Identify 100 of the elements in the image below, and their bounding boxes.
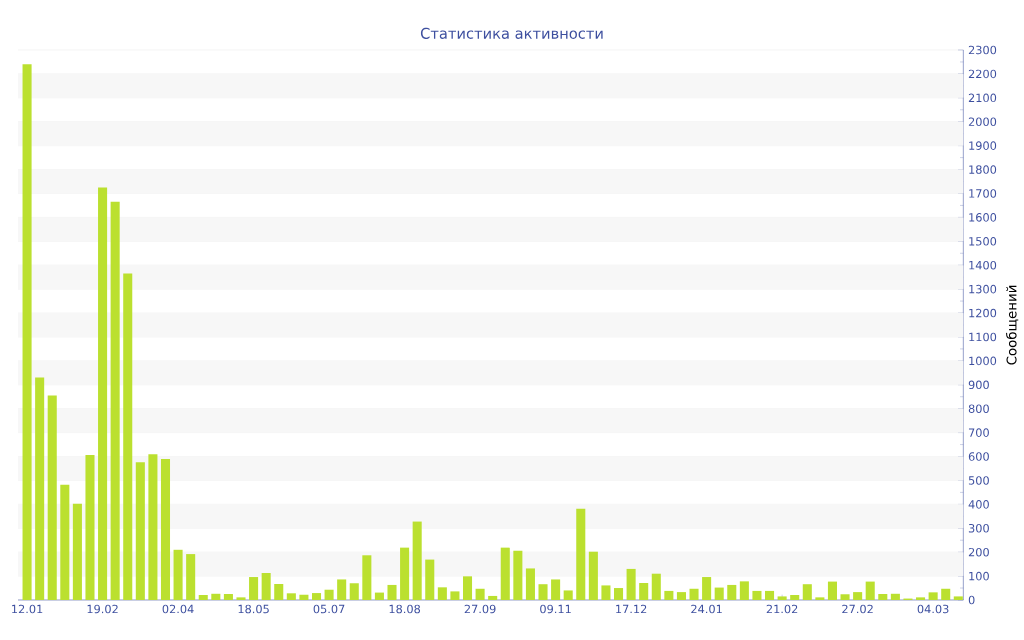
bar [827,581,837,600]
x-tick-label: 21.02 [766,604,798,614]
bar [513,550,523,600]
x-tick-label: 05.07 [313,604,345,614]
bar [374,592,384,600]
bar [525,568,535,600]
bar [702,577,712,600]
bar [98,187,108,600]
bar [865,581,875,600]
bar [450,591,460,600]
bar [160,458,171,600]
bar [349,583,359,600]
bar [223,594,233,600]
y-tick-label: 1400 [969,260,997,270]
y-tick-label: 100 [969,571,989,581]
y-tick-label: 500 [968,476,989,485]
y-tick-label: 800 [968,404,989,413]
bar [576,508,586,600]
y-tick-label: 900 [968,380,989,390]
x-tick-label: 02.04 [162,604,194,614]
bar [211,593,221,600]
bar [299,594,309,600]
bar [60,484,70,600]
x-tick-label: 12.01 [12,604,43,614]
bar [551,579,561,600]
bar [475,588,485,600]
bar [337,579,347,600]
bar [727,584,737,600]
bar [790,594,800,600]
x-tick-label: 18.08 [389,604,421,614]
y-tick-label: 1600 [969,213,997,222]
bar [123,273,133,600]
y-tick-label: 1100 [969,332,997,342]
bar [110,201,120,600]
y-tick-label: 400 [968,500,989,509]
y-tick-label: 0 [968,595,975,605]
bar [953,596,963,600]
bar [664,590,674,600]
bar [148,454,158,600]
bar [425,559,435,600]
bar [173,549,183,600]
bar [765,590,775,600]
x-tick-label: 09.11 [540,604,571,614]
y-tick-label: 700 [968,428,989,437]
bar [840,594,850,600]
bar [286,593,296,600]
y-tick-label: 1700 [969,189,997,198]
chart-title: Статистика активности [420,27,603,39]
bar [890,593,900,600]
bar [651,573,661,600]
bar [261,572,271,600]
y-axis-title: Сообщений [1006,285,1019,365]
bar [815,597,825,600]
bar [676,592,686,600]
x-tick-label: 24.01 [691,604,722,614]
bar [878,594,888,600]
x-tick-label: 17.12 [616,604,647,614]
bar [626,568,636,600]
bar [639,583,649,600]
y-tick-label: 1800 [969,165,997,174]
bar [488,595,498,600]
bar [752,590,762,600]
bar [853,592,863,600]
x-tick-label: 18.05 [238,604,269,614]
bar [387,584,397,600]
bar [437,587,447,600]
bar [35,377,45,600]
y-tick-label: 2100 [968,93,997,103]
bar [412,521,422,600]
bar [400,547,410,600]
bar [739,581,749,600]
bar [538,584,548,600]
bar [135,462,145,600]
bar [249,577,259,600]
bar [802,584,812,600]
bar [588,551,598,600]
bar [47,395,57,600]
bar [198,594,208,600]
bar [928,592,938,600]
bar [714,587,724,600]
y-tick-label: 1200 [969,308,997,318]
bar [22,64,32,600]
bar [186,554,196,600]
bar [941,588,951,600]
y-tick-label: 1500 [969,237,997,246]
bar [614,588,624,600]
bar [274,583,284,600]
bar [462,576,473,600]
y-tick-label: 2200 [968,69,997,79]
y-tick-label: 200 [968,547,989,557]
bar [563,590,573,600]
y-tick-label: 600 [968,452,989,461]
bar [85,455,95,600]
bar [689,588,699,600]
y-tick-label: 1000 [969,356,997,366]
bar [500,547,510,600]
x-tick-label: 19.02 [87,604,118,614]
bar [311,593,322,600]
y-tick-label: 300 [968,523,989,533]
bar [236,597,246,600]
